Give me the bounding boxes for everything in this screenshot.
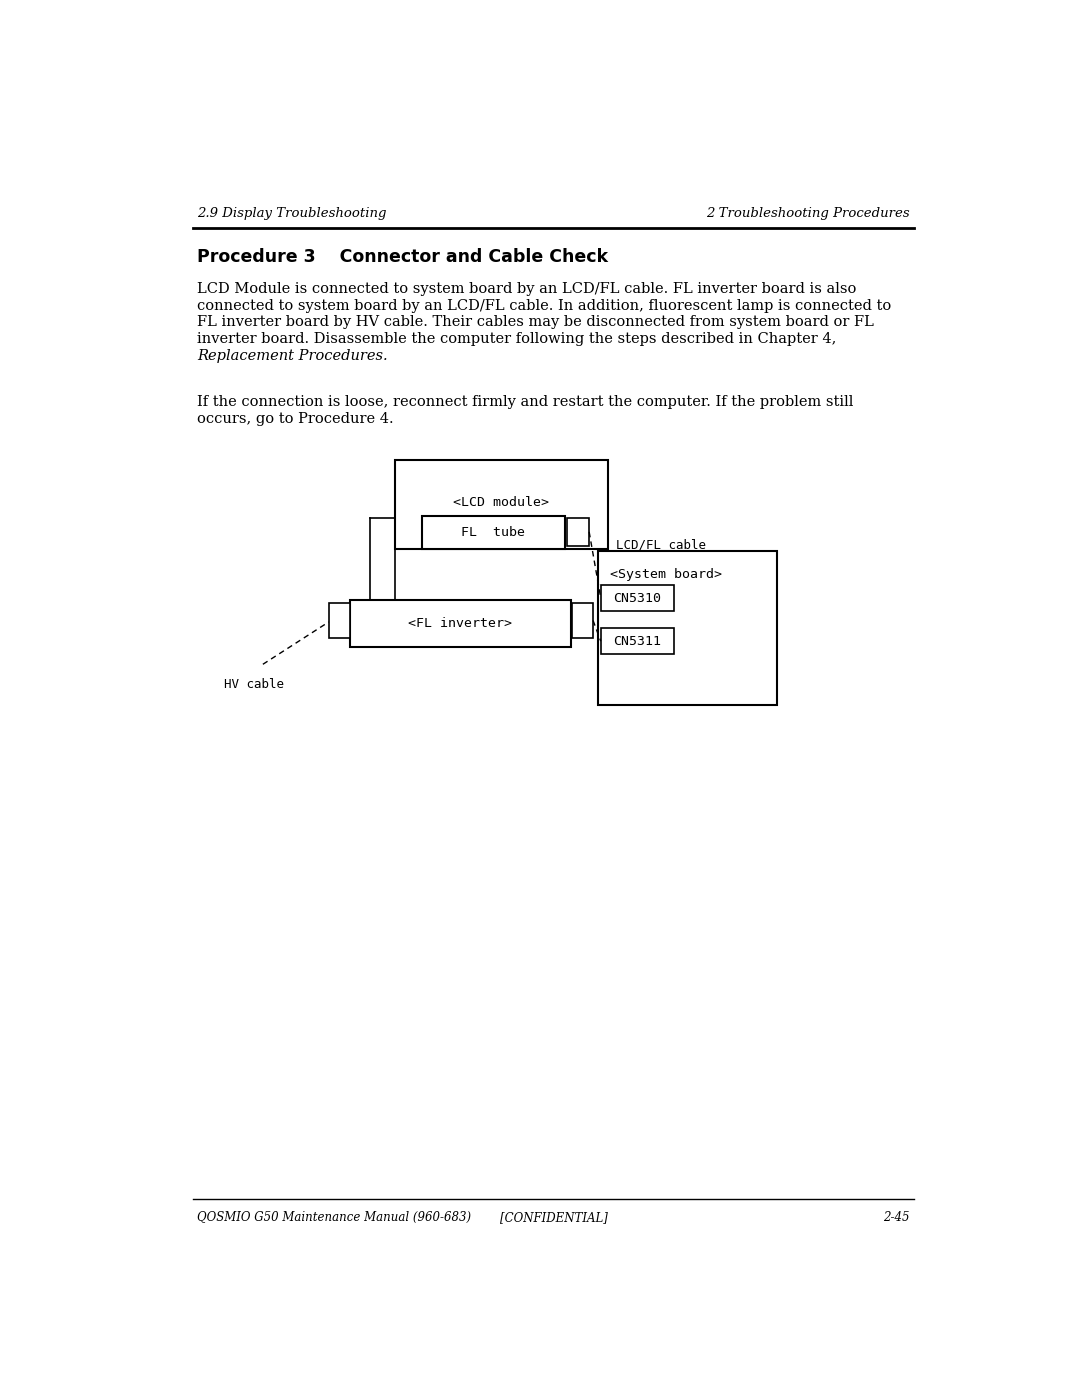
Text: <System board>: <System board> bbox=[610, 567, 723, 581]
Text: HV cable: HV cable bbox=[225, 678, 284, 692]
Text: If the connection is loose, reconnect firmly and restart the computer. If the pr: If the connection is loose, reconnect fi… bbox=[197, 395, 853, 409]
Text: 2-45: 2-45 bbox=[883, 1211, 910, 1224]
Text: connected to system board by an LCD/FL cable. In addition, fluorescent lamp is c: connected to system board by an LCD/FL c… bbox=[197, 299, 891, 313]
Bar bbox=[600, 629, 674, 654]
Text: 2.9 Display Troubleshooting: 2.9 Display Troubleshooting bbox=[197, 207, 387, 219]
Bar bbox=[350, 601, 571, 647]
Bar bbox=[567, 518, 590, 546]
Text: FL  tube: FL tube bbox=[461, 527, 525, 539]
Text: <FL inverter>: <FL inverter> bbox=[408, 617, 513, 630]
Bar bbox=[422, 517, 565, 549]
Text: Replacement Procedures.: Replacement Procedures. bbox=[197, 349, 388, 363]
Bar bbox=[598, 550, 777, 705]
Text: Procedure 3    Connector and Cable Check: Procedure 3 Connector and Cable Check bbox=[197, 249, 608, 267]
Bar bbox=[572, 602, 593, 638]
Text: LCD/FL cable: LCD/FL cable bbox=[616, 538, 705, 552]
Bar bbox=[600, 585, 674, 610]
Bar bbox=[328, 602, 350, 638]
Text: occurs, go to Procedure 4.: occurs, go to Procedure 4. bbox=[197, 412, 393, 426]
Text: FL inverter board by HV cable. Their cables may be disconnected from system boar: FL inverter board by HV cable. Their cab… bbox=[197, 316, 874, 330]
Text: <LCD module>: <LCD module> bbox=[453, 496, 549, 509]
Text: CN5311: CN5311 bbox=[613, 634, 661, 648]
Text: [CONFIDENTIAL]: [CONFIDENTIAL] bbox=[500, 1211, 607, 1224]
Bar bbox=[394, 460, 608, 549]
Text: QOSMIO G50 Maintenance Manual (960-683): QOSMIO G50 Maintenance Manual (960-683) bbox=[197, 1211, 471, 1224]
Text: inverter board. Disassemble the computer following the steps described in Chapte: inverter board. Disassemble the computer… bbox=[197, 332, 836, 346]
Text: LCD Module is connected to system board by an LCD/FL cable. FL inverter board is: LCD Module is connected to system board … bbox=[197, 282, 856, 296]
Text: 2 Troubleshooting Procedures: 2 Troubleshooting Procedures bbox=[706, 207, 910, 219]
Text: CN5310: CN5310 bbox=[613, 591, 661, 605]
